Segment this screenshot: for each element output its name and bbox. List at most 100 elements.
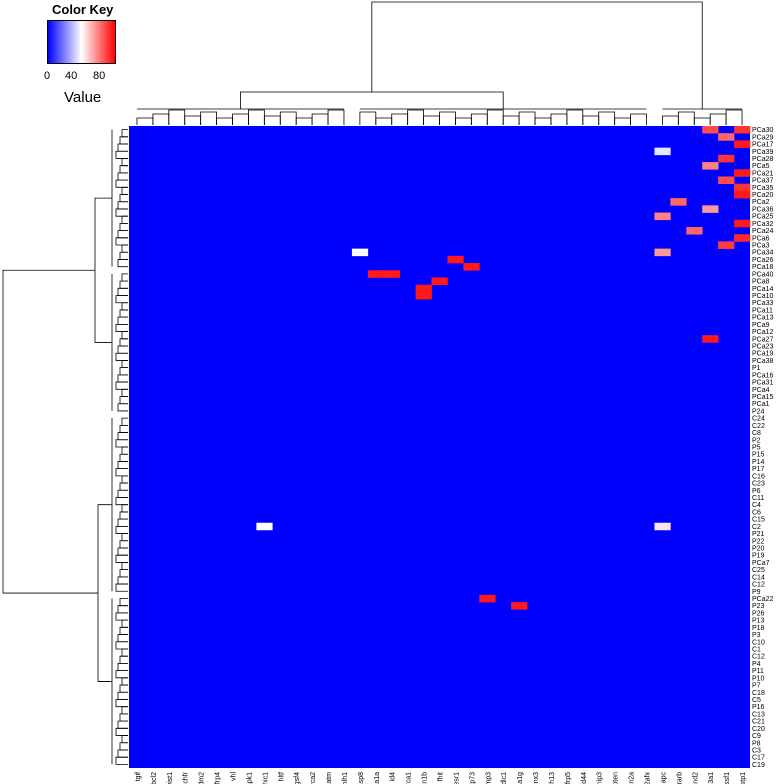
dendrogram-branch — [121, 417, 128, 426]
dendrogram-branch — [121, 331, 128, 340]
dendrogram-branch — [121, 360, 128, 369]
column-label: esr1 — [453, 772, 460, 784]
row-label: PCa10 — [752, 293, 774, 300]
dendrogram-branch — [115, 727, 128, 736]
dendrogram-branch — [216, 117, 233, 125]
row-label: P19 — [752, 553, 765, 560]
dendrogram-branch — [115, 554, 128, 563]
row-dendrogram — [2, 129, 128, 765]
row-label: P16 — [752, 704, 765, 711]
row-label: C4 — [752, 502, 761, 509]
dendrogram-branch — [119, 194, 128, 203]
column-label: dlc1 — [501, 772, 508, 784]
dendrogram-branch — [119, 309, 128, 318]
column-label: cacna1g — [517, 772, 524, 784]
dendrogram-branch — [121, 446, 128, 455]
dendrogram-branch — [375, 117, 393, 125]
row-label: C3 — [752, 747, 761, 754]
heatmap-cell — [702, 162, 719, 170]
column-label: rarb — [676, 772, 683, 784]
color-key-tick-0: 0 — [44, 70, 51, 82]
dendrogram-branch — [115, 641, 128, 650]
dendrogram-branch — [121, 562, 128, 571]
row-label: P15 — [752, 452, 765, 459]
dendrogram-branch — [455, 117, 472, 125]
dendrogram-branch — [582, 115, 600, 125]
row-label: C11 — [752, 495, 764, 502]
heatmap-cell — [718, 154, 735, 163]
row-label: C5 — [752, 697, 761, 704]
row-label: C24 — [752, 416, 765, 423]
row-label: C22 — [752, 423, 765, 430]
dendrogram-branch — [263, 115, 281, 125]
row-label: P23 — [752, 603, 765, 610]
column-label: rassf1 — [724, 772, 731, 784]
row-label: C13 — [752, 711, 765, 718]
heatmap-cell — [415, 284, 432, 293]
dendrogram-branch — [119, 367, 128, 376]
dendrogram-branch — [115, 179, 128, 188]
heatmap-cell — [447, 255, 464, 264]
row-label: P26 — [752, 610, 765, 617]
column-label: tgif — [135, 772, 142, 781]
dendrogram-branch — [119, 338, 128, 347]
column-label: twist1 — [167, 772, 174, 784]
dendrogram-branch — [117, 316, 128, 325]
column-label: timp3 — [485, 772, 492, 784]
row-label: PCa36 — [752, 206, 774, 213]
column-label: hic1 — [262, 772, 269, 784]
dendrogram-branch — [486, 109, 504, 125]
column-labels: tgif bcl2 twist1 chfr prdm2 sfrp4 vhl dapk1 hic1… — [135, 771, 747, 784]
dendrogram-branch — [115, 756, 128, 765]
dendrogram-branch — [119, 136, 128, 145]
heatmap-cell — [734, 183, 751, 192]
row-label: P20 — [752, 545, 765, 552]
row-label: PCa24 — [752, 228, 774, 235]
row-label: PCa31 — [752, 380, 774, 387]
dendrogram-branch — [518, 111, 536, 125]
dendrogram-branch — [502, 115, 520, 125]
dendrogram-branch — [119, 598, 128, 607]
dendrogram-branch — [119, 453, 128, 462]
dendrogram-branch — [119, 713, 128, 722]
dendrogram-branch — [115, 583, 128, 592]
column-label: apc — [660, 772, 667, 784]
heatmap-cell — [702, 126, 719, 134]
column-label: prdm2 — [199, 772, 206, 784]
dendrogram-branch — [115, 381, 128, 390]
dendrogram-branch — [117, 432, 128, 441]
row-label: C12 — [752, 654, 765, 661]
column-label: bnip3 — [597, 772, 604, 784]
heatmap-cell — [383, 270, 400, 278]
row-label: PCa12 — [752, 329, 774, 336]
dendrogram-branch — [439, 111, 456, 125]
row-label: PCa16 — [752, 372, 774, 379]
row-label: P5 — [752, 445, 761, 452]
dendrogram-branch — [121, 706, 128, 715]
row-label: PCa28 — [752, 156, 774, 163]
row-label: PCa27 — [752, 336, 774, 343]
heatmap-cell — [670, 198, 687, 206]
dendrogram-branch — [121, 215, 128, 224]
dendrogram-branch — [121, 158, 128, 167]
row-label: C6 — [752, 509, 761, 516]
dendrogram-branch — [117, 201, 128, 210]
row-label: PCa15 — [752, 394, 774, 401]
row-label: C20 — [752, 726, 765, 733]
dendrogram-branch — [470, 113, 488, 125]
color-key-value-label: Value — [64, 89, 102, 106]
heatmap-cell — [734, 190, 751, 199]
row-label: PCa37 — [752, 178, 774, 185]
row-label: PCa38 — [752, 358, 774, 365]
heatmap-cell — [463, 263, 480, 271]
column-label: brca1 — [406, 772, 413, 784]
heatmap-cell — [654, 147, 671, 156]
dendrogram-branch — [119, 222, 128, 231]
column-label: pten — [613, 772, 620, 784]
dendrogram-branch — [115, 699, 128, 708]
column-label: dapk1 — [246, 772, 253, 784]
row-label: PCa8 — [752, 279, 770, 286]
dendrogram-branch — [119, 626, 128, 635]
dendrogram-branch — [248, 109, 265, 125]
dendrogram-branch — [2, 269, 98, 594]
